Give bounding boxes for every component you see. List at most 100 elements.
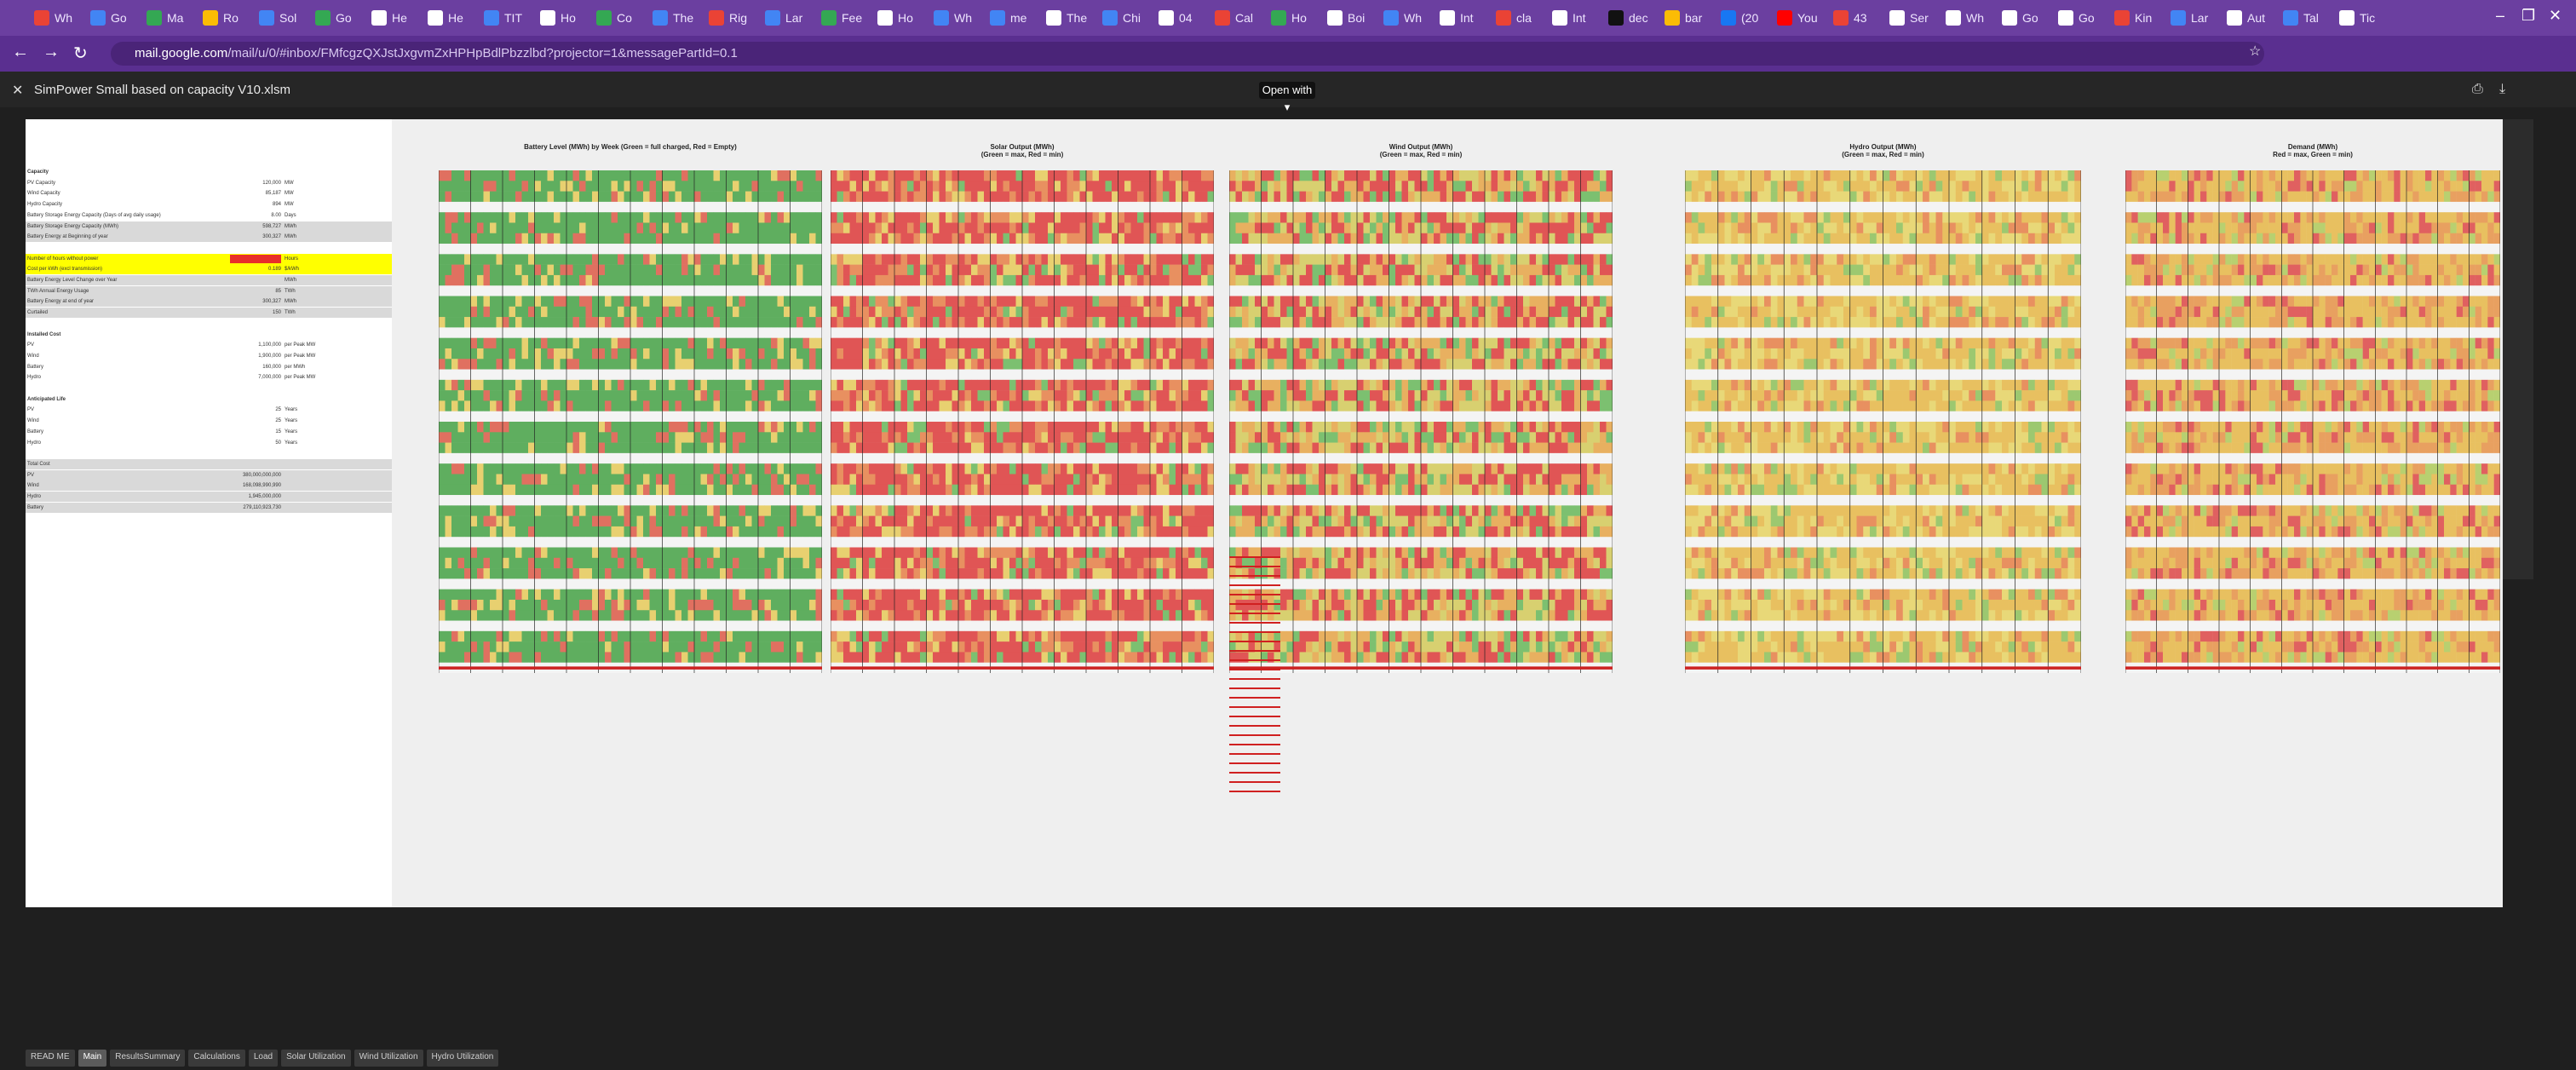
browser-tab[interactable]: Fee <box>821 5 874 31</box>
sheet-tab[interactable]: Hydro Utilization <box>426 1050 499 1067</box>
parameter-label: PV <box>27 472 35 478</box>
tab-favicon-icon <box>1159 10 1174 26</box>
browser-tab[interactable]: cla <box>1496 5 1549 31</box>
tab-favicon-icon <box>2283 10 2298 26</box>
tab-label: cla <box>1516 11 1532 25</box>
tab-favicon-icon <box>540 10 555 26</box>
sheet-tab[interactable]: READ ME <box>26 1050 75 1067</box>
parameter-row: TWh Annual Energy Usage 85 TWh <box>26 285 392 296</box>
download-icon[interactable]: ⤓ <box>2499 82 2506 96</box>
browser-tab[interactable]: Lar <box>765 5 818 31</box>
browser-tab[interactable]: bar <box>1665 5 1717 31</box>
sheet-tab[interactable]: Wind Utilization <box>354 1050 423 1067</box>
sheet-tab[interactable]: Solar Utilization <box>281 1050 351 1067</box>
forward-icon[interactable]: → <box>43 43 60 61</box>
parameter-row: Battery Energy at Beginning of year 300,3… <box>26 232 392 243</box>
tab-label: Co <box>617 11 632 25</box>
browser-tab[interactable]: dec <box>1608 5 1661 31</box>
browser-tab[interactable]: Aut <box>2227 5 2280 31</box>
browser-tab[interactable]: He <box>371 5 424 31</box>
browser-tab[interactable]: (20 <box>1721 5 1774 31</box>
close-icon[interactable]: ✕ <box>12 83 24 98</box>
browser-tab[interactable]: TIT <box>484 5 537 31</box>
tab-label: Ser <box>1910 11 1929 25</box>
print-icon[interactable]: ⎙ <box>2472 82 2483 96</box>
browser-tab[interactable]: You <box>1777 5 1830 31</box>
parameter-unit: per MWh <box>285 364 306 370</box>
tab-label: Wh <box>954 11 972 25</box>
parameter-unit: per Peak MW <box>285 375 316 381</box>
browser-tab[interactable]: He <box>428 5 480 31</box>
browser-tab[interactable]: Go <box>90 5 143 31</box>
parameter-row: Battery Storage Energy Capacity (MWh) 598… <box>26 221 392 232</box>
parameter-label: Wind Capacity <box>27 191 60 197</box>
browser-tab[interactable]: Ho <box>1271 5 1324 31</box>
sheet-tab[interactable]: ResultsSummary <box>110 1050 186 1067</box>
sheet-tab[interactable]: Calculations <box>188 1050 245 1067</box>
browser-tab[interactable]: Go <box>2002 5 2055 31</box>
tab-favicon-icon <box>653 10 668 26</box>
parameter-row: Battery Energy at end of year 300,327 MWh <box>26 296 392 308</box>
browser-tab[interactable]: Ro <box>203 5 256 31</box>
browser-tab[interactable]: me <box>990 5 1043 31</box>
browser-tab[interactable]: Wh <box>934 5 986 31</box>
browser-tab[interactable]: Wh <box>34 5 87 31</box>
heatmap-hydro <box>1684 170 2082 674</box>
parameter-value: 8.00 <box>271 212 281 218</box>
star-icon[interactable]: ☆ <box>2249 44 2262 59</box>
browser-tab[interactable]: Rig <box>709 5 762 31</box>
browser-tab[interactable]: Tic <box>2339 5 2392 31</box>
tab-label: 43 <box>1854 11 1867 25</box>
tab-label: Tic <box>2360 11 2376 25</box>
maximize-icon[interactable]: ❐ <box>2521 7 2536 24</box>
tab-favicon-icon <box>877 10 893 26</box>
browser-tab[interactable]: Wh <box>1383 5 1436 31</box>
parameter-row: Wind 1,900,000 per Peak MW <box>26 351 392 361</box>
browser-tab[interactable]: 43 <box>1833 5 1886 31</box>
browser-tab[interactable]: Ser <box>1889 5 1942 31</box>
browser-tab[interactable]: The <box>1046 5 1099 31</box>
parameter-value: 0.189 <box>267 267 281 273</box>
browser-tab[interactable]: Int <box>1440 5 1492 31</box>
browser-tab[interactable]: Ho <box>540 5 593 31</box>
browser-tab[interactable]: Sol <box>259 5 312 31</box>
parameter-unit: MW <box>285 180 294 186</box>
spreadsheet-preview: Capacity PV Capacity 120,000 MW Wind Capacit… <box>26 119 2503 907</box>
browser-tab[interactable]: Cal <box>1215 5 1268 31</box>
parameter-label: Battery Energy at end of year <box>27 299 95 305</box>
parameter-value: 168,098,990,990 <box>242 483 281 489</box>
browser-tab[interactable]: Tal <box>2283 5 2336 31</box>
browser-tab[interactable]: 04 <box>1159 5 1211 31</box>
parameter-unit: MW <box>285 202 294 208</box>
browser-tab[interactable]: Boi <box>1327 5 1380 31</box>
parameter-label: Battery <box>27 429 44 434</box>
minimize-icon[interactable]: – <box>2496 7 2505 24</box>
scrollbar[interactable] <box>2503 119 2533 579</box>
browser-tab[interactable]: Co <box>596 5 649 31</box>
sheet-tab[interactable]: Main <box>78 1050 107 1067</box>
tab-favicon-icon <box>2171 10 2186 26</box>
browser-tab[interactable]: Go <box>2058 5 2111 31</box>
url-field[interactable]: mail.google.com/mail/u/0/#inbox/FMfcgzQX… <box>111 42 2264 66</box>
browser-tab[interactable]: Go <box>315 5 368 31</box>
browser-tab[interactable]: Ho <box>877 5 930 31</box>
url-path: /mail/u/0/#inbox/FMfcgzQXJstJxgvmZxHPHpB… <box>227 46 738 60</box>
sheet-tab[interactable]: Load <box>248 1050 279 1067</box>
back-icon[interactable]: ← <box>12 43 29 61</box>
browser-tab[interactable]: Chi <box>1102 5 1155 31</box>
browser-tab[interactable]: Int <box>1552 5 1605 31</box>
tab-label: Sol <box>279 11 297 25</box>
tab-label: Ho <box>898 11 913 25</box>
tab-favicon-icon <box>2002 10 2017 26</box>
browser-tab[interactable]: Kin <box>2114 5 2167 31</box>
window-close-icon[interactable]: ✕ <box>2549 7 2562 24</box>
browser-tab[interactable]: The <box>653 5 705 31</box>
open-with-button[interactable]: Open with ▾ <box>1259 82 1315 113</box>
browser-tab[interactable]: Wh <box>1946 5 1998 31</box>
tab-favicon-icon <box>1327 10 1343 26</box>
browser-tab[interactable]: Ma <box>147 5 199 31</box>
reload-icon[interactable]: ↻ <box>73 44 88 63</box>
tab-label: Lar <box>2191 11 2209 25</box>
tab-label: bar <box>1685 11 1703 25</box>
browser-tab[interactable]: Lar <box>2171 5 2223 31</box>
